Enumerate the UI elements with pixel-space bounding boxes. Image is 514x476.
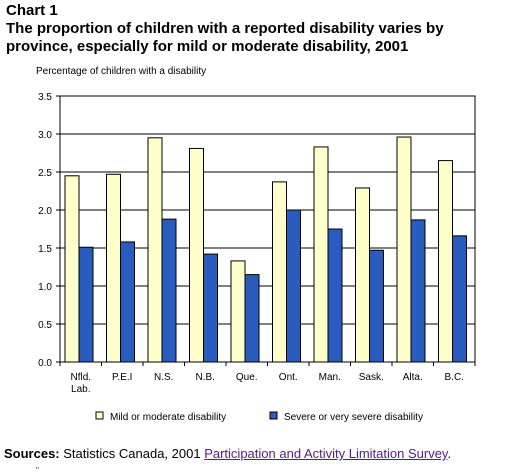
bar-mild-moderate — [313, 146, 329, 363]
bar-severe — [452, 235, 467, 363]
x-tick-label: Nfld. — [70, 372, 91, 383]
chart-number: Chart 1 — [6, 2, 58, 19]
footnote-mark: " — [36, 466, 39, 475]
bar-severe — [120, 241, 135, 363]
sources-suffix: . — [447, 446, 452, 461]
bar-mild-moderate — [230, 260, 246, 363]
bar-mild-moderate — [106, 173, 121, 363]
bar-severe — [369, 249, 384, 363]
y-tick-label: 0.0 — [38, 358, 52, 369]
sources-line: Sources: Statistics Canada, 2001 Partici… — [4, 446, 451, 461]
survey-link[interactable]: Participation and Activity Limitation Su… — [204, 446, 448, 461]
legend-swatch-mild-moderate — [95, 411, 104, 420]
x-tick-label: Que. — [236, 372, 258, 383]
bar-severe — [161, 218, 177, 363]
x-tick-label: Ont. — [279, 372, 298, 383]
x-tick-label: Alta. — [403, 372, 423, 383]
x-tick-label: N.S. — [154, 372, 173, 383]
x-tick-label: B.C. — [445, 372, 464, 383]
sources-text: Statistics Canada, 2001 — [63, 446, 201, 461]
y-tick-label: 1.0 — [38, 282, 52, 293]
bar-severe — [203, 253, 218, 363]
chart-title: The proportion of children with a report… — [6, 20, 444, 55]
sources-label: Sources: — [4, 446, 60, 461]
y-axis-label: Percentage of children with a disability — [36, 66, 206, 77]
bar-mild-moderate — [438, 160, 453, 363]
x-tick-label: Man. — [319, 372, 341, 383]
y-tick-label: 3.5 — [38, 92, 52, 103]
bar-severe — [410, 219, 426, 363]
bar-mild-moderate — [189, 147, 204, 363]
y-tick-label: 2.5 — [38, 168, 52, 179]
legend-label-mild-moderate: Mild or moderate disability — [110, 412, 226, 423]
legend-swatch-severe — [269, 411, 278, 420]
y-tick-label: 0.5 — [38, 320, 52, 331]
x-tick-label: P.E.I — [112, 372, 132, 383]
x-tick-label: N.B. — [196, 372, 215, 383]
bar-mild-moderate — [355, 187, 370, 363]
bar-severe — [327, 228, 343, 363]
bar-mild-moderate — [396, 136, 412, 363]
bar-mild-moderate — [272, 181, 287, 363]
bar-chart: Percentage of children with a disability… — [36, 66, 476, 423]
x-tick-label: Sask. — [359, 372, 384, 383]
x-tick-label: Lab. — [71, 384, 90, 395]
bar-severe — [78, 246, 94, 363]
legend-label-severe: Severe or very severe disability — [284, 412, 423, 423]
y-tick-label: 3.0 — [38, 130, 52, 141]
bar-mild-moderate — [64, 175, 80, 363]
bar-mild-moderate — [147, 137, 163, 363]
bar-severe — [286, 209, 301, 363]
y-tick-label: 1.5 — [38, 244, 52, 255]
chart-heading: Chart 1 The proportion of children with … — [6, 2, 510, 56]
bar-severe — [244, 274, 260, 363]
y-tick-label: 2.0 — [38, 206, 52, 217]
